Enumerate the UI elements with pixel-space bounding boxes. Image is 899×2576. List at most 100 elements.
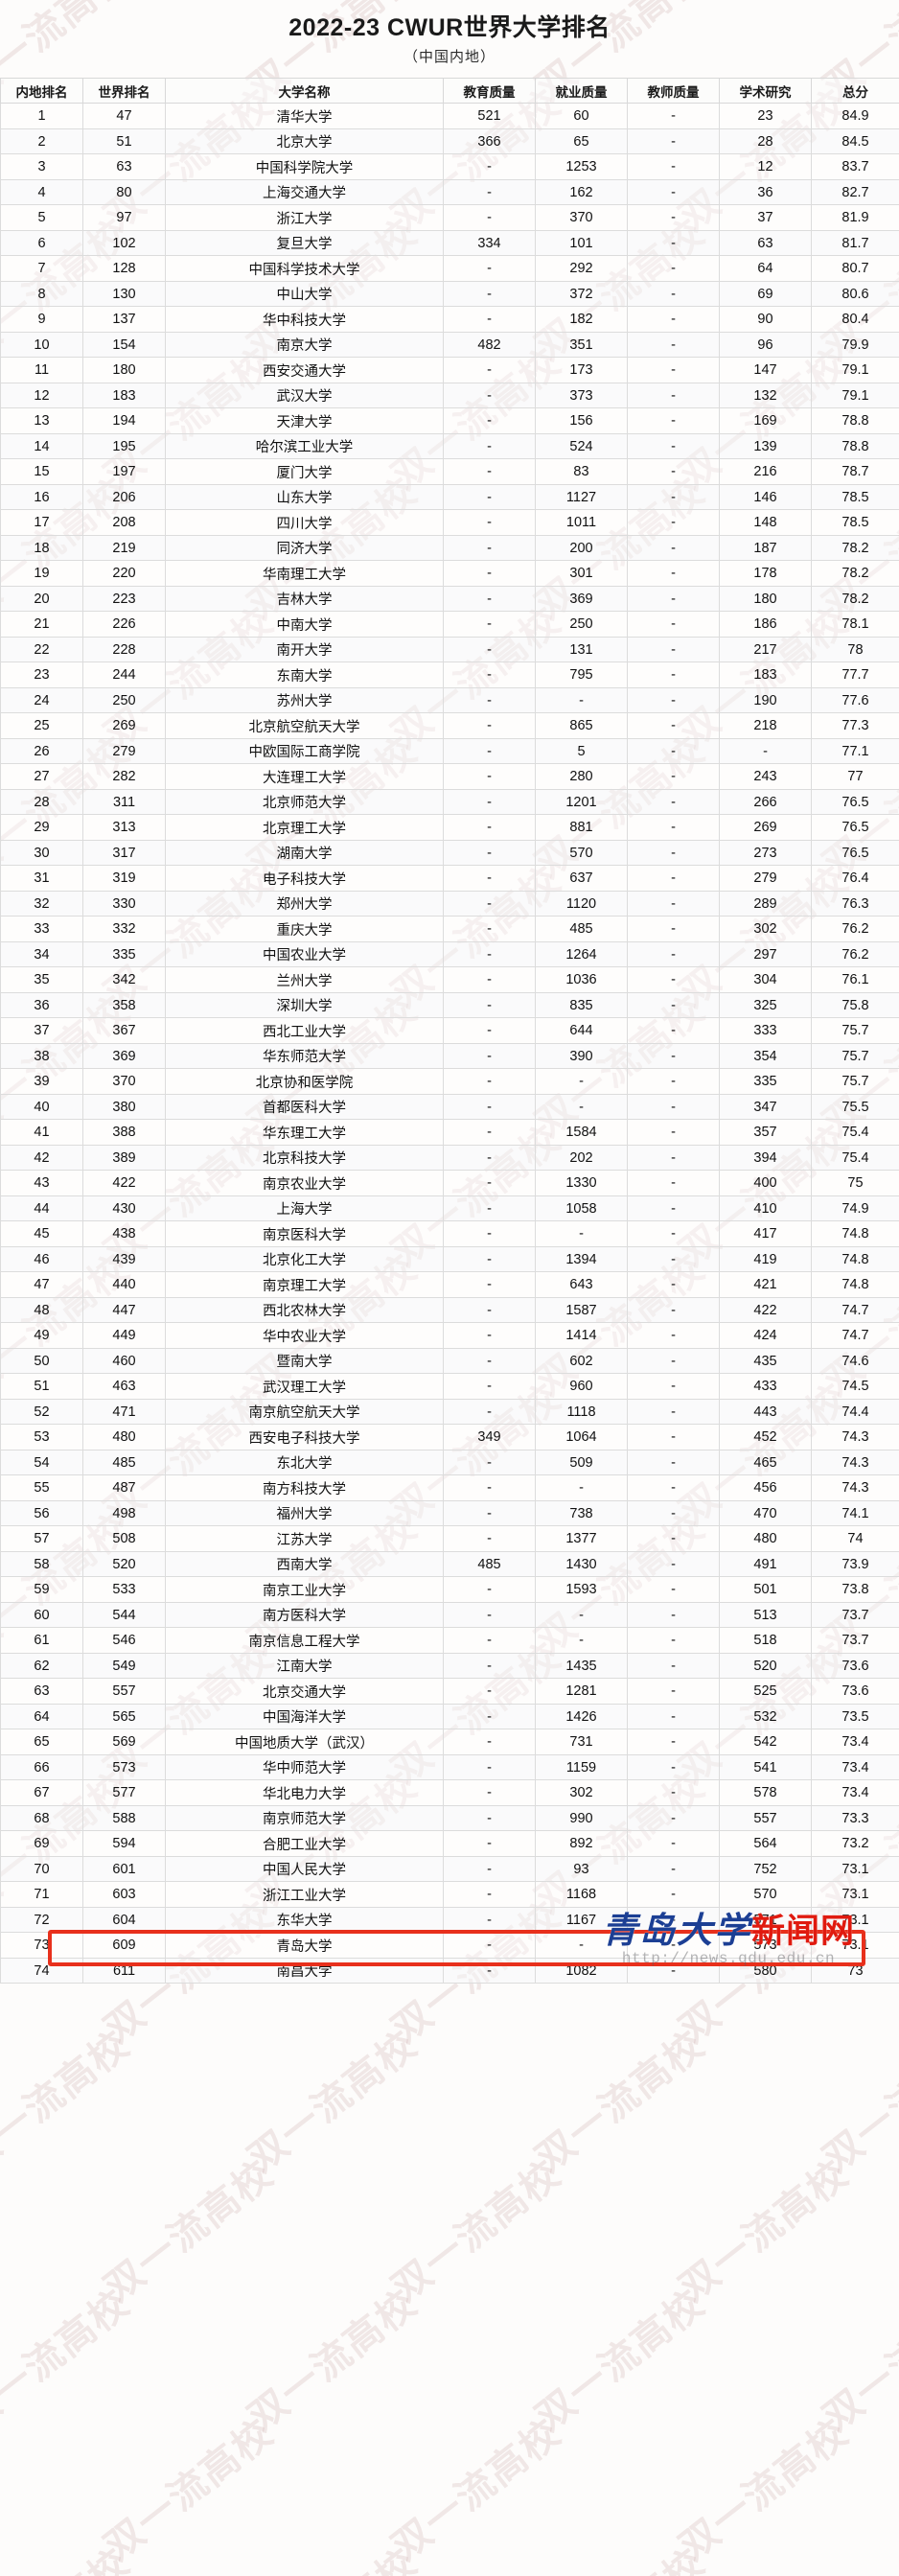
cell-employment-quality: 1118: [535, 1398, 628, 1426]
table-row: 72 604 东华大学 -1167-571 73.1: [0, 1906, 899, 1934]
cell-total-score: 73.8: [811, 1576, 899, 1603]
cell-employment-quality: 892: [535, 1830, 628, 1857]
cell-research-performance: 532: [719, 1703, 812, 1730]
cell-faculty-quality: -: [627, 128, 720, 155]
cell-education-quality: -: [443, 737, 536, 765]
cell-world-rank: 335: [82, 940, 166, 968]
cell-employment-quality: 1377: [535, 1525, 628, 1552]
table-row: 32 330 郑州大学 -1120-289 76.3: [0, 890, 899, 917]
cell-faculty-quality: -: [627, 204, 720, 231]
cell-university-name: 北京航空航天大学: [165, 712, 444, 739]
cell-education-quality: -: [443, 1220, 536, 1247]
cell-employment-quality: 1587: [535, 1296, 628, 1324]
cell-total-score: 74: [811, 1525, 899, 1552]
cell-university-name: 中国农业大学: [165, 940, 444, 968]
cell-education-quality: 521: [443, 103, 536, 129]
watermark-text: 双一流高校: [241, 2282, 426, 2440]
table-row: 61 546 南京信息工程大学 - - -518 73.7: [0, 1627, 899, 1654]
cell-faculty-quality: -: [627, 737, 720, 765]
cell-employment-quality: 738: [535, 1499, 628, 1527]
cell-domestic-rank: 66: [0, 1753, 83, 1781]
cell-research-performance: 289: [719, 890, 812, 917]
cell-education-quality: -: [443, 1678, 536, 1705]
cell-university-name: 苏州大学: [165, 686, 444, 714]
cell-world-rank: 463: [82, 1373, 166, 1400]
cell-education-quality: -: [443, 1804, 536, 1832]
cell-domestic-rank: 7: [0, 255, 83, 282]
cell-university-name: 南京航空航天大学: [165, 1398, 444, 1426]
cell-total-score: 76.2: [811, 916, 899, 942]
cell-research-performance: 501: [719, 1576, 812, 1603]
table-row: 73 609 青岛大学 - - -573 73.1: [0, 1932, 899, 1959]
cell-world-rank: 389: [82, 1144, 166, 1172]
cell-total-score: 78.5: [811, 483, 899, 511]
cell-faculty-quality: -: [627, 890, 720, 917]
cell-faculty-quality: -: [627, 865, 720, 892]
cell-employment-quality: 524: [535, 432, 628, 460]
cell-education-quality: -: [443, 1779, 536, 1806]
cell-research-performance: 433: [719, 1373, 812, 1400]
cell-research-performance: 64: [719, 255, 812, 282]
watermark-text: 双一流高校: [0, 2282, 138, 2440]
table-row: 30 317 湖南大学 -570-273 76.5: [0, 839, 899, 867]
cell-education-quality: -: [443, 839, 536, 867]
table-row: 64 565 中国海洋大学 -1426-532 73.5: [0, 1703, 899, 1730]
cell-research-performance: 146: [719, 483, 812, 511]
cell-university-name: 哈尔滨工业大学: [165, 432, 444, 460]
cell-research-performance: 269: [719, 814, 812, 841]
cell-domestic-rank: 3: [0, 153, 83, 180]
cell-employment-quality: -: [535, 1601, 628, 1629]
cell-education-quality: -: [443, 1296, 536, 1324]
watermark-text: 双一流高校: [384, 2411, 569, 2569]
cell-research-performance: 180: [719, 585, 812, 613]
cell-faculty-quality: -: [627, 712, 720, 739]
cell-employment-quality: 1036: [535, 966, 628, 993]
cell-education-quality: -: [443, 432, 536, 460]
cell-total-score: 77.3: [811, 712, 899, 739]
cell-research-performance: 139: [719, 432, 812, 460]
cell-employment-quality: 1253: [535, 153, 628, 180]
table-row: 16 206 山东大学 -1127-146 78.5: [0, 483, 899, 511]
cell-research-performance: 513: [719, 1601, 812, 1629]
cell-faculty-quality: -: [627, 1627, 720, 1654]
cell-university-name: 南京师范大学: [165, 1804, 444, 1832]
watermark-text: 双一流高校: [521, 2533, 714, 2576]
cell-domestic-rank: 8: [0, 280, 83, 308]
cell-education-quality: -: [443, 661, 536, 688]
column-header-education-quality: 教育质量: [443, 78, 536, 104]
cell-total-score: 73.7: [811, 1601, 899, 1629]
cell-education-quality: -: [443, 1881, 536, 1908]
document-header: 2022-23 CWUR世界大学排名 （中国内地）: [0, 0, 899, 66]
cell-employment-quality: -: [535, 1093, 628, 1121]
cell-university-name: 四川大学: [165, 509, 444, 536]
cell-employment-quality: 302: [535, 1779, 628, 1806]
cell-domestic-rank: 68: [0, 1804, 83, 1832]
cell-total-score: 73.5: [811, 1703, 899, 1730]
cell-faculty-quality: -: [627, 534, 720, 562]
cell-research-performance: 570: [719, 1881, 812, 1908]
table-row: 24 250 苏州大学 - - -190 77.6: [0, 686, 899, 714]
cell-world-rank: 447: [82, 1296, 166, 1324]
cell-world-rank: 565: [82, 1703, 166, 1730]
cell-domestic-rank: 21: [0, 611, 83, 638]
watermark-text: 双一流高校: [0, 2023, 138, 2181]
cell-research-performance: 435: [719, 1347, 812, 1375]
cell-domestic-rank: 52: [0, 1398, 83, 1426]
cell-research-performance: 147: [719, 357, 812, 383]
cell-university-name: 湖南大学: [165, 839, 444, 867]
cell-research-performance: 394: [719, 1144, 812, 1172]
cell-world-rank: 226: [82, 611, 166, 638]
cell-university-name: 郑州大学: [165, 890, 444, 917]
cell-total-score: 78.7: [811, 458, 899, 485]
cell-faculty-quality: -: [627, 1855, 720, 1883]
cell-faculty-quality: -: [627, 1678, 720, 1705]
table-row: 34 335 中国农业大学 -1264-297 76.2: [0, 940, 899, 968]
cell-education-quality: -: [443, 940, 536, 968]
cell-domestic-rank: 36: [0, 991, 83, 1019]
cell-faculty-quality: -: [627, 1347, 720, 1375]
cell-faculty-quality: -: [627, 611, 720, 638]
cell-domestic-rank: 57: [0, 1525, 83, 1552]
table-row: 21 226 中南大学 -250-186 78.1: [0, 611, 899, 638]
cell-university-name: 西安交通大学: [165, 357, 444, 383]
cell-faculty-quality: -: [627, 1119, 720, 1146]
